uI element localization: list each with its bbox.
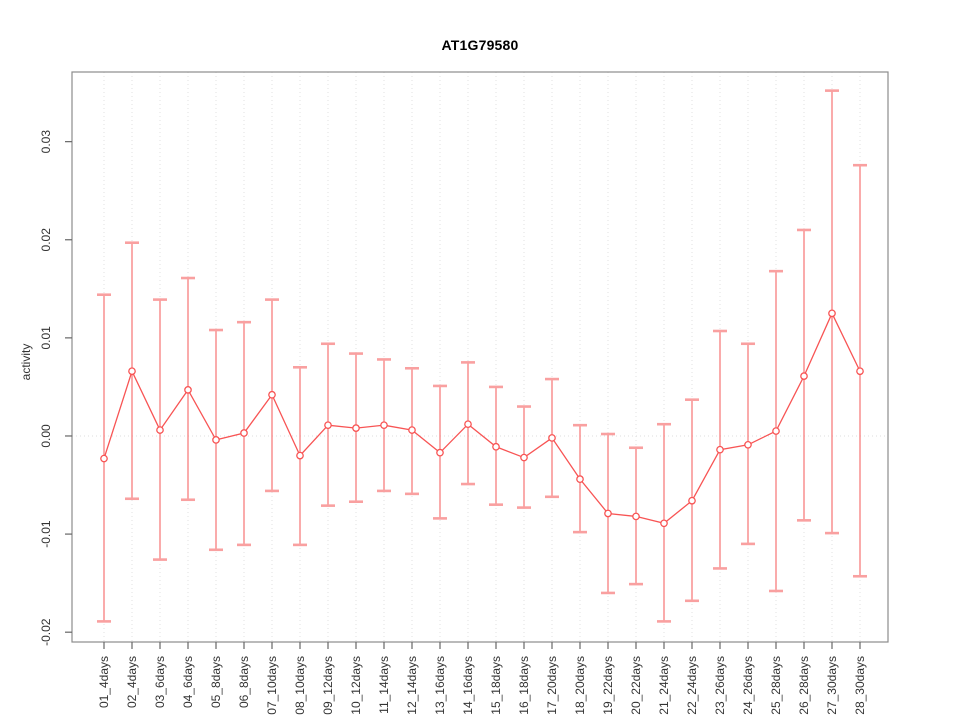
data-point-marker: [744, 440, 752, 449]
x-tick-label: 08_10days: [293, 656, 307, 715]
data-point-marker: [576, 475, 584, 483]
data-point-marker: [688, 496, 696, 505]
data-point-marker: [268, 390, 276, 399]
x-tick-label: 10_12days: [349, 656, 363, 715]
x-tick-label: 19_22days: [601, 656, 615, 715]
x-tick-label: 07_10days: [265, 656, 279, 715]
x-tick-label: 09_12days: [321, 656, 335, 715]
x-tick-label: 13_16days: [433, 656, 447, 715]
x-tick-label: 12_14days: [405, 656, 419, 715]
data-point-marker: [800, 372, 808, 380]
data-point-marker: [156, 426, 164, 434]
data-point-marker: [828, 309, 836, 318]
data-point-marker: [772, 427, 780, 435]
y-tick-label: 0.01: [39, 326, 53, 350]
x-tick-label: 18_20days: [573, 656, 587, 715]
x-tick-label: 25_28days: [769, 656, 783, 715]
data-point-marker: [324, 421, 332, 430]
x-tick-label: 28_30days: [853, 656, 867, 715]
x-tick-label: 26_28days: [797, 656, 811, 715]
data-point-marker: [632, 512, 640, 521]
x-tick-label: 05_8days: [209, 656, 223, 708]
data-point-marker: [100, 454, 108, 463]
data-point-marker: [604, 509, 612, 518]
x-tick-label: 21_24days: [657, 656, 671, 715]
series-line: [103, 311, 861, 524]
y-tick-label: 0.00: [39, 424, 53, 448]
x-tick-label: 27_30days: [825, 656, 839, 715]
x-tick-label: 11_14days: [377, 656, 391, 714]
data-point-marker: [464, 420, 472, 429]
data-point-marker: [352, 424, 360, 432]
data-point-marker: [296, 451, 304, 460]
data-point-marker: [436, 448, 444, 457]
x-tick-label: 02_4days: [125, 656, 139, 708]
data-point-marker: [184, 386, 192, 394]
data-point-marker: [856, 367, 864, 376]
chart-title: AT1G79580: [441, 37, 519, 53]
data-point-marker: [520, 453, 528, 462]
data-point-marker: [240, 429, 248, 437]
data-point-marker: [660, 519, 668, 528]
data-point-marker: [408, 426, 416, 434]
y-tick-label: -0.02: [39, 618, 53, 646]
y-axis-label: activity: [19, 343, 33, 381]
data-point-marker: [128, 367, 136, 376]
data-point-marker: [548, 434, 556, 442]
x-tick-label: 23_26days: [713, 656, 727, 715]
x-tick-label: 22_24days: [685, 656, 699, 715]
y-tick-label: -0.01: [39, 520, 53, 548]
x-tick-label: 01_4days: [97, 656, 111, 708]
x-tick-label: 04_6days: [181, 656, 195, 708]
x-tick-label: 03_6days: [153, 656, 167, 708]
y-tick-label: 0.03: [39, 130, 53, 154]
data-point-marker: [492, 442, 500, 451]
x-tick-label: 14_16days: [461, 656, 475, 715]
x-tick-label: 15_18days: [489, 656, 503, 715]
x-tick-label: 06_8days: [237, 656, 251, 708]
x-tick-label: 17_20days: [545, 656, 559, 715]
data-point-marker: [380, 421, 388, 430]
x-tick-label: 20_22days: [629, 656, 643, 715]
data-point-marker: [212, 436, 220, 444]
plot-frame: [71, 71, 889, 643]
x-tick-label: 24_26days: [741, 656, 755, 715]
x-tick-label: 16_18days: [517, 656, 531, 715]
y-tick-label: 0.02: [39, 228, 53, 252]
data-point-marker: [716, 445, 724, 454]
